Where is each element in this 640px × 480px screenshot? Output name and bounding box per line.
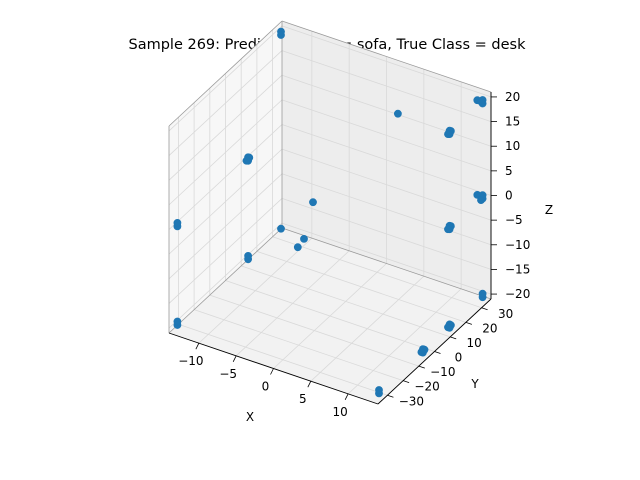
x-tick-mark [270,368,274,375]
z-tick-label: −5 [505,213,523,227]
y-tick-label: −10 [430,365,455,379]
gridline-y-floor [272,236,482,309]
gridline-y-floor [178,323,388,396]
gridline-y-floor [209,294,419,367]
z-tick-label: 10 [505,139,520,153]
scatter-point [300,234,308,243]
gridline-z-backwall [281,173,492,246]
x-tick-label: 5 [299,392,307,406]
scatter-point [244,251,252,260]
gridline-z-backwall [281,74,492,147]
x-tick-mark [232,355,237,363]
y-tick-label: 10 [467,336,482,350]
gridline-y-floor [256,250,467,323]
y-tick-label: 20 [482,321,497,335]
x-tick-mark [307,380,312,388]
y-tick-label: 30 [498,307,513,321]
x-axis-label: X [246,410,254,424]
gridline-z-leftwall [168,124,283,230]
gridline-z-backwall [281,50,492,122]
scatter-point [444,130,452,138]
z-tick-label: −15 [505,262,530,276]
x-tick-label: 0 [262,380,270,394]
y-tick-mark [465,321,473,325]
gridline-z-leftwall [168,173,283,280]
gridlines [168,25,492,396]
y-tick-mark [402,380,410,384]
y-tick-mark [418,365,425,369]
y-tick-mark [481,307,488,311]
scatter-point [375,386,383,394]
z-tick-label: 15 [505,115,520,129]
y-axis-label: Y [470,377,479,391]
y-tick-mark [387,394,394,398]
x-tick-label: −10 [178,354,203,368]
pane-edge [168,227,283,334]
y-tick-label: −30 [399,394,424,408]
scatter-point [173,218,182,227]
pane-edge [168,20,283,127]
z-tick-label: 5 [505,164,513,178]
scatter-point [277,31,285,39]
gridline-z-leftwall [168,25,283,132]
y-tick-label: −20 [414,380,439,394]
scatter-point [478,289,487,298]
gridline-z-leftwall [168,74,283,181]
axis-ticks: −10−50510−30−20−100102030−20−15−10−50510… [178,90,530,419]
scatter-point [477,196,485,204]
gridline-z-backwall [281,124,492,196]
pane-edge [281,20,492,93]
gridline-z-backwall [281,148,492,221]
scatter-point [242,156,251,165]
gridline-z-backwall [281,25,492,98]
scatter-point [477,97,485,106]
gridline-y-floor [241,265,451,338]
z-tick-label: −20 [505,287,530,301]
gridline-z-backwall [281,198,492,270]
scatter-point [277,224,285,233]
gridline-z-leftwall [168,222,283,329]
gridline-z-leftwall [168,99,283,206]
gridline-z-leftwall [168,148,283,255]
z-tick-label: 0 [505,189,513,203]
x-tick-mark [344,393,349,401]
x-tick-mark [195,342,200,350]
scatter-points [173,27,487,398]
z-tick-label: −10 [505,238,530,252]
z-axis-label: Z [545,203,553,217]
scatter-point [417,348,426,356]
y-tick-mark [450,336,457,340]
gridline-z-backwall [281,222,492,295]
scatter-point [444,323,452,332]
gridline-z-backwall [281,99,492,172]
gridline-z-leftwall [168,198,283,304]
scatter-point [173,317,182,326]
scatter-point [293,243,302,252]
scatter-point [309,198,317,207]
x-tick-label: 10 [332,405,347,419]
pane-edge [281,227,492,300]
scatter-point [393,109,402,118]
y-tick-label: 0 [455,351,463,365]
gridline-z-leftwall [168,50,283,156]
x-tick-label: −5 [219,367,237,381]
gridline-y-floor [225,280,435,352]
scatter-point [444,225,452,234]
y-tick-mark [434,351,441,354]
z-tick-label: 20 [505,90,520,104]
gridline-y-floor [193,309,404,382]
